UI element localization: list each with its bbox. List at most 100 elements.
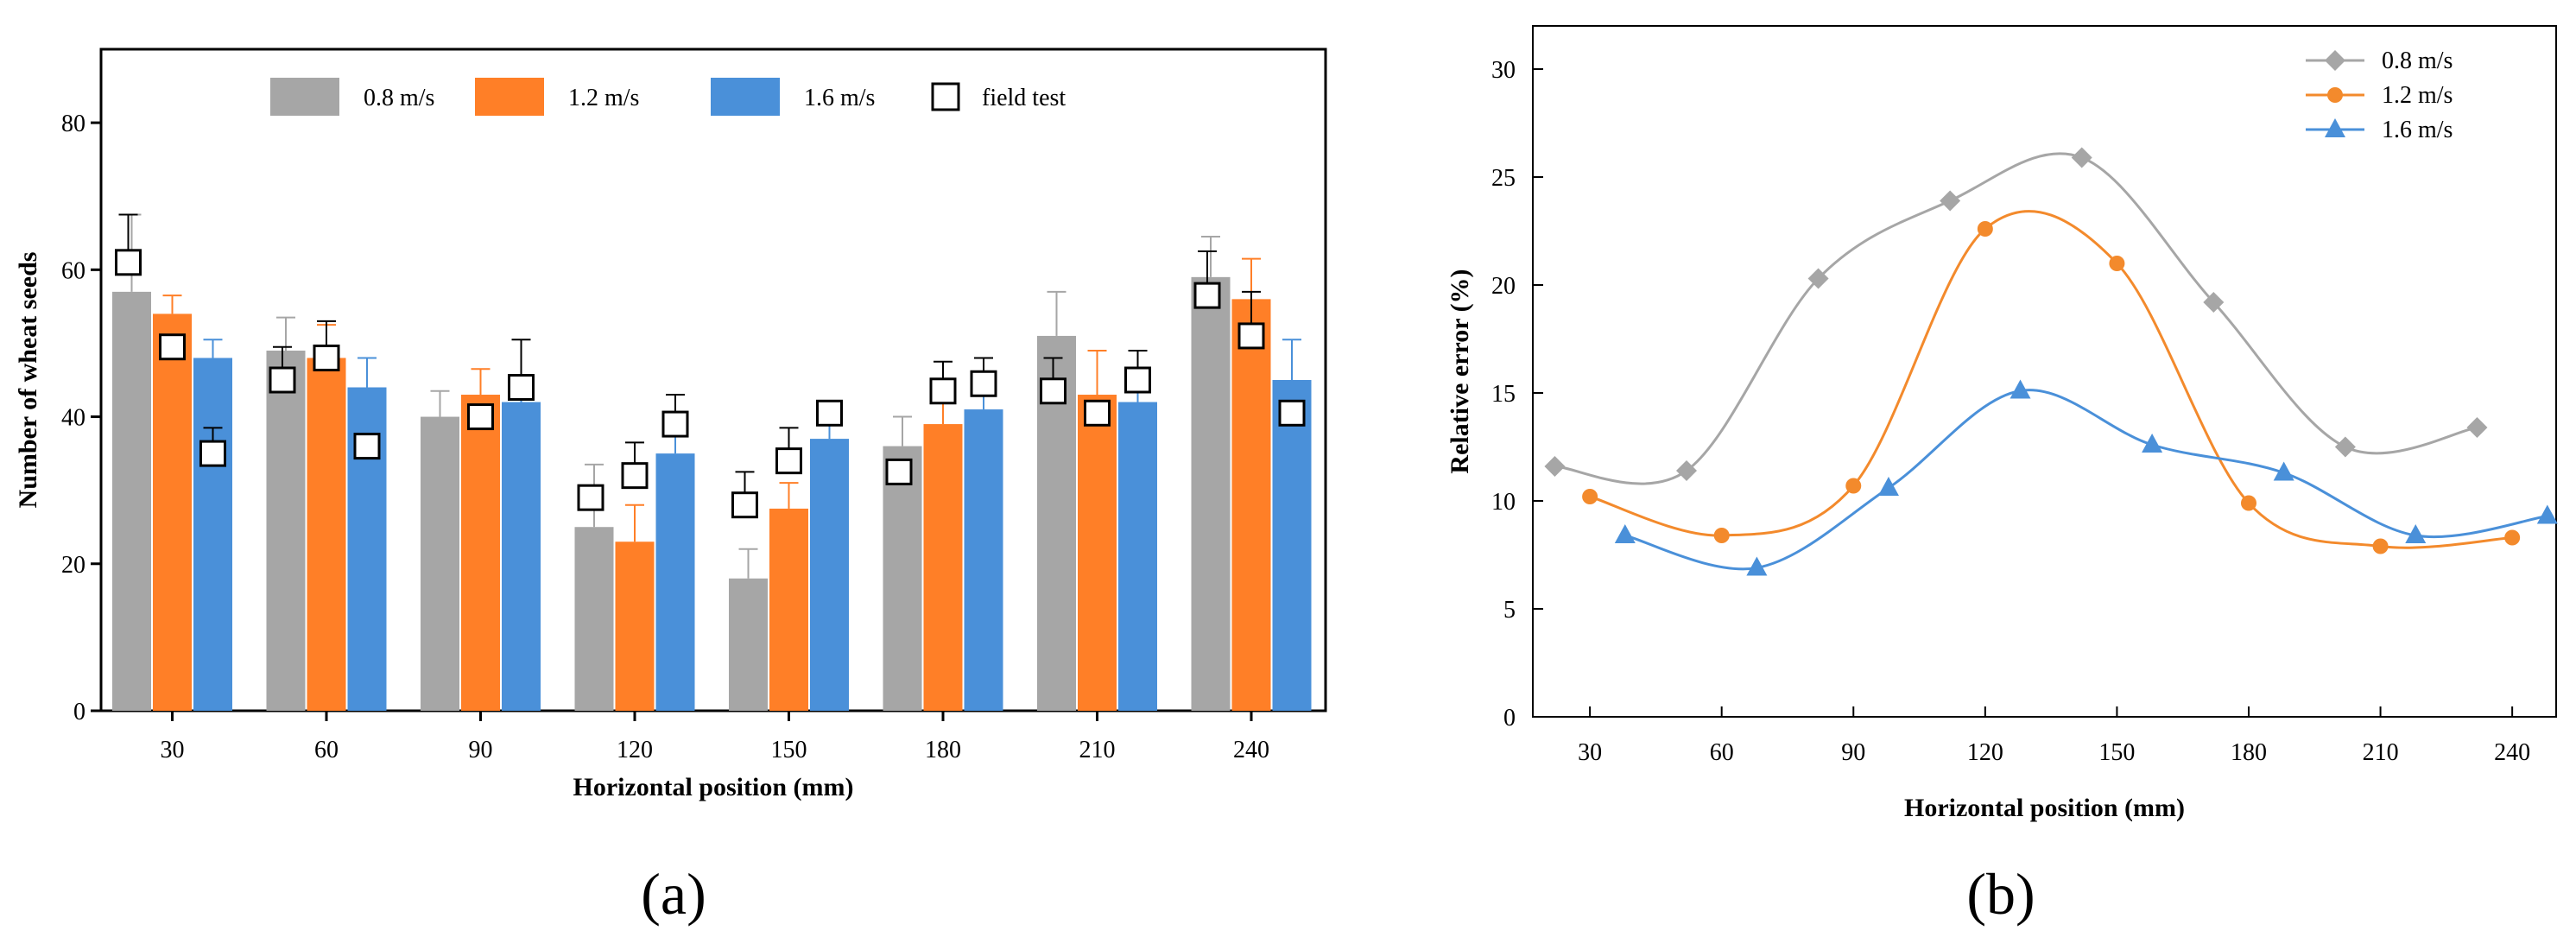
field-test-marker (1084, 399, 1111, 427)
field-test-marker (1278, 399, 1306, 427)
legend-label-b: 1.6 m/s (2382, 117, 2453, 143)
data-point-diamond (1544, 456, 1566, 477)
bar-12ms-60 (307, 358, 346, 711)
data-point-triangle (2010, 379, 2031, 399)
legend-swatch-a (711, 78, 780, 116)
data-point-triangle (2142, 434, 2163, 453)
data-point-circle (2109, 256, 2125, 271)
plot-frame-b (1532, 25, 2557, 718)
legend-label-a: 1.2 m/s (568, 85, 639, 111)
legend-marker-circle (2327, 87, 2343, 103)
field-test-marker (115, 249, 142, 276)
data-point-diamond (1940, 190, 1961, 212)
bar-12ms-240 (1231, 299, 1271, 711)
x-tick-label-a: 180 (925, 737, 961, 763)
x-tick-label-b: 120 (1967, 739, 2003, 766)
data-point-diamond (2334, 436, 2356, 458)
field-test-marker (467, 403, 494, 431)
bar-12ms-120 (615, 542, 655, 711)
field-test-marker (269, 366, 296, 394)
field-test-marker (970, 370, 997, 397)
chart-a: 0 20 40 60 80 30 60 90 120 150 180 210 240 0.8 m/s 1.2… (14, 48, 1327, 927)
data-point-triangle (2536, 504, 2558, 524)
plot-frame-a (99, 48, 1327, 712)
bar-16ms-120 (655, 453, 695, 711)
field-test-marker (199, 440, 226, 467)
x-tick-label-b: 90 (1841, 739, 1865, 766)
bar-08ms-180 (883, 446, 922, 711)
y-tick-label-b: 30 (1491, 57, 1516, 84)
data-point-diamond (2466, 417, 2488, 438)
y-tick-label-a: 60 (61, 257, 85, 284)
data-point-circle (2240, 495, 2256, 511)
bar-16ms-150 (810, 439, 849, 711)
x-tick-label-b: 150 (2098, 739, 2135, 766)
x-axis-title-a: Horizontal position (mm) (573, 773, 854, 801)
data-point-triangle (1877, 477, 1899, 496)
data-point-diamond (1676, 460, 1698, 481)
bar-16ms-210 (1118, 402, 1157, 711)
panel-label-b: (b) (1966, 861, 2035, 927)
data-point-circle (2372, 538, 2389, 554)
bar-08ms-30 (112, 291, 151, 711)
bar-08ms-90 (421, 416, 459, 711)
field-test-marker (731, 491, 758, 519)
field-test-marker (159, 333, 186, 361)
legend-label-a: 1.6 m/s (804, 85, 875, 111)
data-point-circle (1845, 478, 1862, 494)
y-tick-label-b: 10 (1491, 489, 1516, 516)
x-tick-label-b: 180 (2231, 739, 2267, 766)
x-tick-label-a: 240 (1233, 737, 1269, 763)
y-tick-label-a: 0 (73, 699, 85, 725)
field-test-marker (1040, 377, 1066, 405)
y-tick-label-b: 0 (1503, 705, 1516, 732)
bar-08ms-240 (1191, 276, 1231, 711)
data-point-triangle (2405, 524, 2427, 543)
bar-16ms-30 (193, 358, 232, 711)
x-tick-label-a: 150 (771, 737, 807, 763)
bar-12ms-30 (153, 314, 192, 711)
field-test-marker (1124, 366, 1151, 394)
field-test-marker (775, 447, 802, 475)
field-test-marker (621, 462, 649, 490)
y-tick-label-b: 15 (1491, 381, 1516, 408)
field-test-marker (1193, 282, 1221, 309)
x-axis-title-b: Horizontal position (mm) (1904, 794, 2185, 822)
bar-12ms-150 (769, 508, 808, 711)
x-tick-label-b: 60 (1710, 739, 1734, 766)
x-tick-label-b: 240 (2494, 739, 2530, 766)
chart-b: 0 5 10 15 20 25 30 30 60 90 120 150 180 210 240 0.8 m/s… (1446, 25, 2558, 927)
x-tick-label-b: 210 (2363, 739, 2399, 766)
bar-08ms-120 (574, 527, 614, 711)
bar-16ms-180 (964, 409, 1003, 711)
data-point-diamond (1807, 268, 1829, 289)
x-tick-label-b: 30 (1578, 739, 1602, 766)
x-tick-label-a: 30 (161, 737, 185, 763)
legend-marker-triangle (2325, 118, 2345, 137)
x-tick-label-a: 210 (1079, 737, 1116, 763)
data-point-circle (1582, 489, 1598, 504)
y-axis-title-b: Relative error (%) (1446, 269, 1474, 473)
series-line-diamond (1554, 152, 2478, 485)
legend-swatch-a (270, 78, 339, 116)
bar-12ms-90 (461, 395, 500, 711)
panel-label-a: (a) (641, 861, 706, 927)
field-test-marker (816, 399, 843, 427)
legend-marker-diamond (2325, 50, 2345, 71)
y-axis-title-a: Number of wheat seeds (14, 252, 42, 509)
y-tick-label-b: 25 (1491, 165, 1516, 192)
x-tick-label-a: 90 (469, 737, 493, 763)
data-point-triangle (1614, 524, 1636, 543)
field-test-marker (313, 344, 340, 371)
bar-08ms-150 (729, 578, 768, 711)
bar-16ms-90 (502, 402, 541, 711)
data-point-diamond (2071, 147, 2092, 168)
data-point-diamond (2203, 292, 2225, 313)
legend-swatch-field-test (931, 82, 960, 111)
y-tick-label-a: 80 (61, 111, 85, 137)
y-tick-label-b: 20 (1491, 273, 1516, 300)
series-line-triangle (1624, 389, 2548, 571)
x-tick-label-a: 60 (314, 737, 339, 763)
x-tick-label-a: 120 (617, 737, 653, 763)
